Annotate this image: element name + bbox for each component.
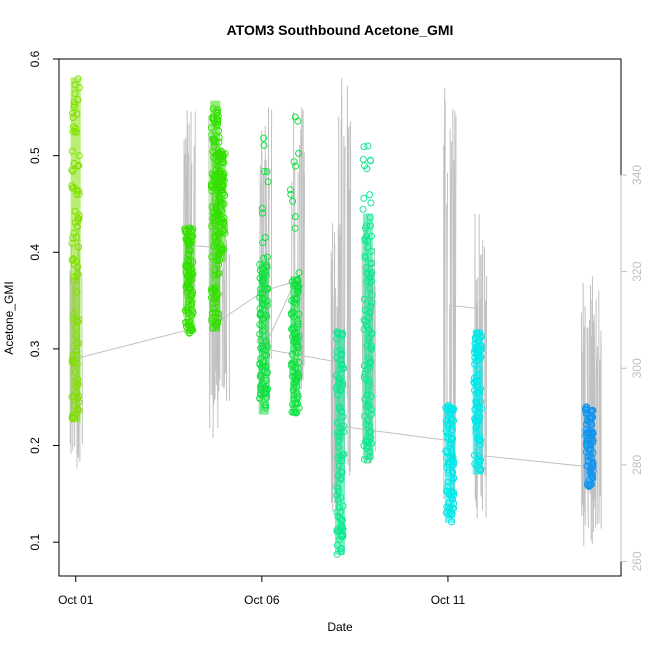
data-point (263, 253, 271, 261)
series-3 (256, 113, 303, 417)
data-point (260, 134, 268, 142)
data-point (264, 178, 272, 186)
data-point (185, 224, 193, 232)
y-axis-right: 260 280 300 320 340 (620, 165, 644, 572)
secondary-spike (183, 139, 185, 317)
data-point (289, 197, 297, 205)
x-tick-label: Oct 01 (58, 593, 94, 607)
right-tick-label: 340 (630, 165, 644, 185)
secondary-spike (333, 243, 336, 487)
secondary-spike (361, 242, 364, 442)
data-point-cluster (444, 405, 455, 523)
data-point-cluster (184, 232, 195, 334)
data-point (291, 213, 299, 221)
secondary-spike (446, 172, 448, 418)
y-axis-left: 0.1 0.2 0.3 0.4 0.5 0.6 (28, 50, 60, 551)
chart-title: ATOM3 Southbound Acetone_GMI (227, 22, 454, 38)
y-axis-label: Acetone_GMI (2, 281, 16, 354)
data-point (295, 149, 303, 157)
y-tick-label: 0.4 (28, 244, 42, 261)
data-point (189, 225, 197, 233)
x-axis: Oct 01 Oct 06 Oct 11 (58, 575, 466, 607)
data-point-cluster (472, 329, 483, 475)
secondary-spike (347, 189, 350, 428)
secondary-spike (223, 277, 225, 386)
data-point (290, 158, 298, 166)
data-point (367, 199, 375, 207)
data-point (360, 194, 368, 202)
x-axis-label: Date (327, 620, 353, 634)
data-point (260, 254, 268, 262)
secondary-spike (599, 330, 602, 497)
data-point (287, 190, 295, 198)
series-1 (68, 75, 83, 423)
data-point (360, 143, 368, 151)
y-tick-label: 0.1 (28, 534, 42, 551)
y-tick-label: 0.3 (28, 340, 42, 357)
data-point (259, 239, 267, 247)
data-point-cluster (258, 261, 269, 415)
data-point (261, 234, 269, 241)
data-point (292, 162, 300, 170)
data-point (295, 269, 303, 277)
data-point (217, 147, 225, 155)
data-point (263, 168, 271, 176)
secondary-spike (595, 299, 597, 528)
data-point (291, 224, 299, 232)
data-point (364, 142, 372, 150)
y-tick-label: 0.5 (28, 147, 42, 164)
data-point (258, 205, 266, 212)
right-tick-label: 300 (630, 358, 644, 378)
data-point (287, 186, 294, 194)
data-point (366, 156, 374, 164)
right-tick-label: 280 (630, 455, 644, 475)
data-point (215, 149, 223, 157)
y-tick-label: 0.6 (28, 50, 42, 67)
data-points-layer (68, 75, 597, 558)
series-4 (332, 142, 376, 558)
data-point-cluster (335, 329, 345, 555)
secondary-spike (454, 115, 457, 449)
secondary-spike (208, 119, 211, 428)
data-point (361, 162, 368, 170)
x-tick-label: Oct 11 (431, 593, 466, 607)
data-point (359, 155, 367, 163)
right-tick-label: 320 (630, 261, 644, 281)
y-tick-label: 0.2 (28, 437, 42, 454)
series-5 (442, 329, 485, 526)
data-point-cluster (290, 276, 301, 415)
data-point-cluster (584, 406, 595, 488)
data-point-cluster (70, 77, 81, 423)
data-point (291, 113, 299, 121)
secondary-spike-group (443, 87, 457, 512)
data-point (260, 168, 268, 175)
data-point (258, 209, 266, 217)
data-point-cluster (215, 155, 226, 262)
data-point-cluster (362, 213, 373, 460)
right-tick-label: 260 (630, 551, 644, 571)
x-tick-label: Oct 06 (244, 593, 280, 607)
secondary-spike (331, 299, 334, 502)
secondary-spike (598, 359, 601, 517)
secondary-spike (81, 272, 83, 445)
data-point (260, 141, 268, 149)
series-6 (581, 403, 597, 490)
data-point (359, 205, 367, 213)
secondary-spike (596, 358, 598, 495)
data-point (366, 191, 374, 199)
series-2 (181, 100, 229, 337)
